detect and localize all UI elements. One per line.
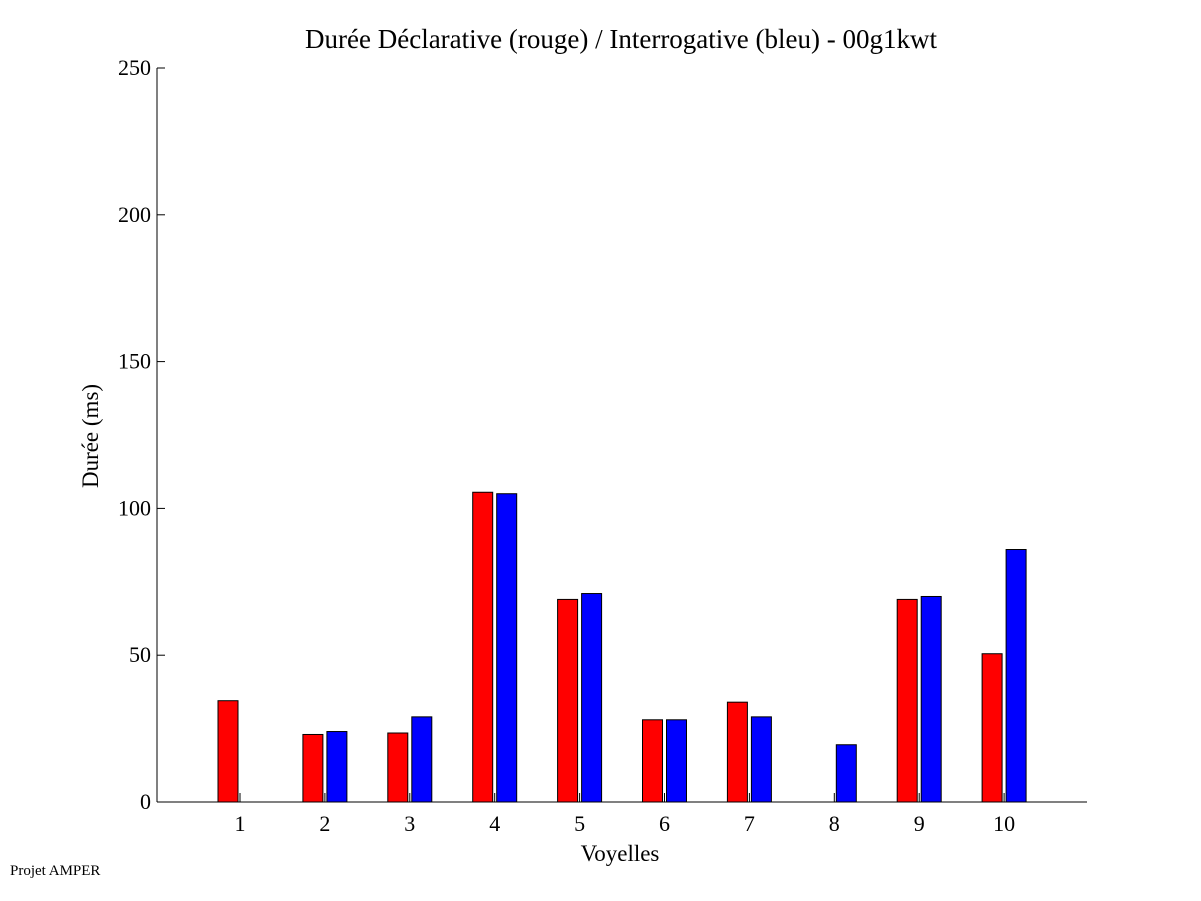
bar-interrogative	[326, 731, 348, 803]
y-tick-label: 0	[140, 789, 151, 814]
axes	[156, 68, 1087, 803]
x-tick-label: 7	[744, 811, 755, 836]
x-tick-label: 8	[829, 811, 840, 836]
bar-declarative	[896, 598, 918, 803]
x-tick-label: 6	[659, 811, 670, 836]
bar-declarative	[642, 719, 663, 803]
y-tick-label: 100	[118, 495, 151, 520]
bar-interrogative	[411, 716, 433, 803]
y-tick-label: 200	[118, 202, 151, 227]
bar-interrogative	[581, 593, 603, 803]
y-axis-label: Durée (ms)	[78, 384, 103, 488]
bar-interrogative	[920, 595, 942, 803]
bar-declarative	[302, 733, 324, 803]
x-tick-label: 9	[914, 811, 925, 836]
x-tick-label: 3	[404, 811, 415, 836]
y-tick-label: 250	[118, 55, 151, 80]
chart-title: Durée Déclarative (rouge) / Interrogativ…	[305, 24, 937, 54]
bar-interrogative	[496, 493, 518, 803]
footer-credit: Projet AMPER	[10, 863, 101, 879]
x-tick-label: 2	[319, 811, 330, 836]
x-ticks: 1 2 3 4 5 6 7 8 9 10	[235, 793, 1015, 836]
bars	[217, 491, 1027, 803]
bar-interrogative	[1005, 549, 1027, 803]
bar-declarative	[726, 701, 748, 803]
bar-declarative	[387, 732, 409, 803]
x-tick-label: 4	[489, 811, 500, 836]
x-axis-label: Voyelles	[581, 841, 660, 866]
x-tick-label: 5	[574, 811, 585, 836]
bar-declarative	[557, 598, 579, 803]
bar-interrogative	[835, 744, 857, 803]
x-tick-label: 10	[993, 811, 1015, 836]
y-tick-label: 150	[118, 349, 151, 374]
bar-interrogative	[666, 719, 687, 803]
x-tick-label: 1	[235, 811, 246, 836]
bar-interrogative	[750, 716, 772, 803]
bar-declarative	[472, 491, 494, 803]
y-tick-label: 50	[129, 642, 151, 667]
bar-declarative	[217, 700, 239, 803]
y-ticks: 0 50 100 150 200 250	[118, 55, 165, 814]
bar-declarative	[981, 653, 1003, 803]
